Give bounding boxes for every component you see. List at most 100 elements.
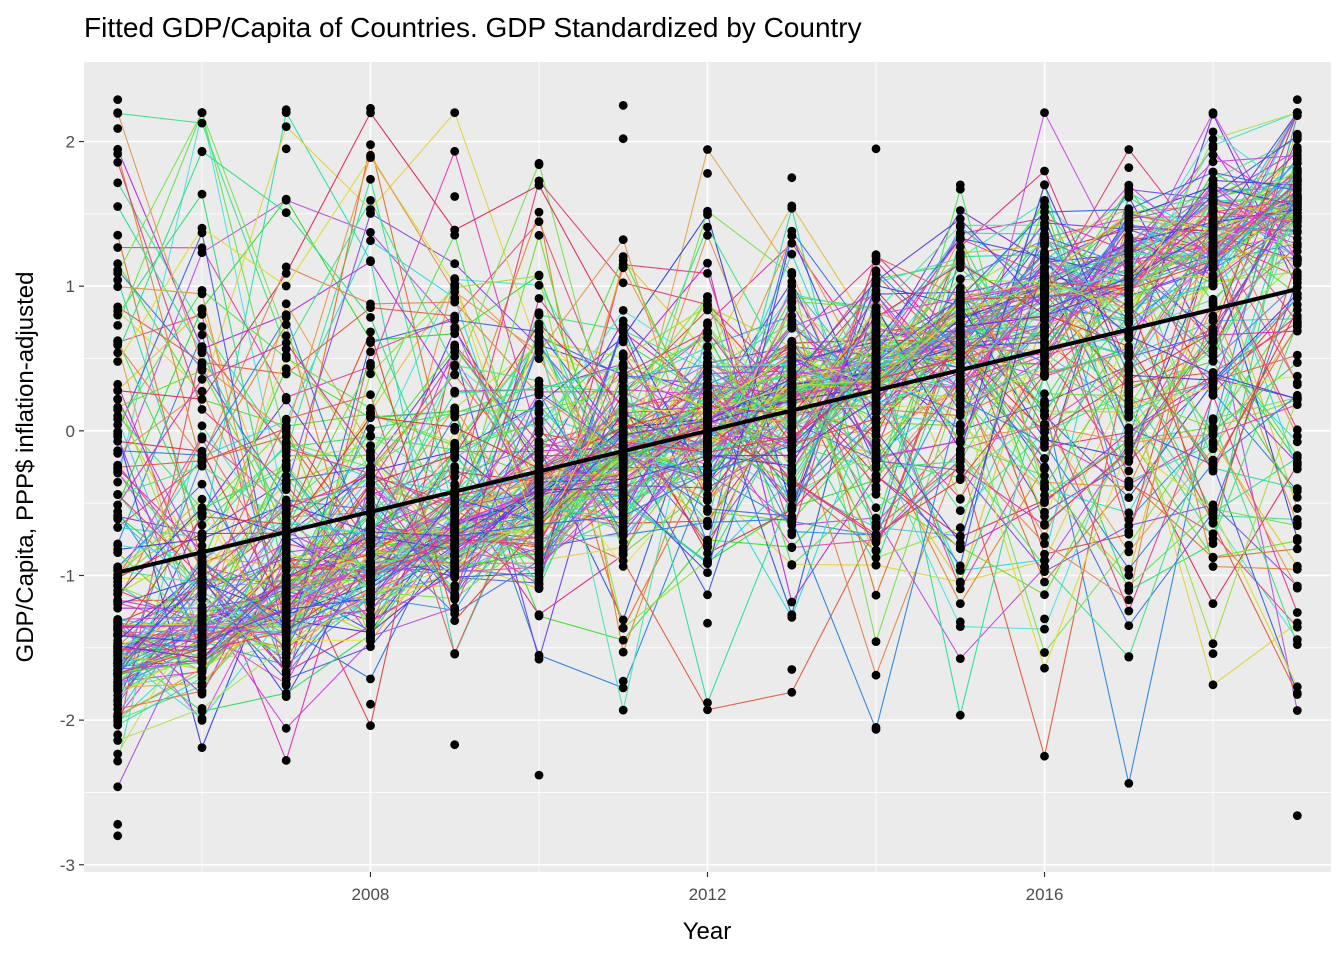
data-point: [1124, 515, 1134, 524]
data-point: [450, 616, 460, 625]
data-point: [618, 362, 628, 371]
data-point: [450, 343, 460, 353]
data-point: [618, 537, 628, 547]
data-point: [871, 324, 881, 334]
data-point: [871, 399, 881, 409]
data-point: [1040, 520, 1049, 530]
data-point: [113, 641, 123, 651]
data-point: [534, 387, 544, 397]
data-point: [1292, 326, 1302, 336]
data-point: [366, 390, 375, 400]
data-point: [955, 462, 965, 471]
data-point: [955, 259, 965, 269]
data-point: [1124, 255, 1134, 265]
data-point: [1040, 471, 1049, 481]
data-point: [1124, 218, 1134, 227]
data-point: [787, 393, 797, 403]
data-point: [1040, 532, 1049, 541]
data-point: [787, 441, 797, 450]
data-point: [113, 600, 123, 609]
data-point: [1208, 150, 1218, 160]
data-point: [197, 571, 207, 581]
data-point: [1040, 577, 1049, 587]
data-point: [197, 534, 207, 544]
data-point: [197, 432, 207, 442]
data-point: [1124, 595, 1134, 605]
data-point: [534, 294, 544, 303]
data-point: [871, 276, 881, 286]
data-point: [1124, 366, 1134, 376]
data-point: [366, 674, 375, 684]
data-point: [1208, 134, 1218, 144]
data-point: [1208, 197, 1218, 207]
data-point: [366, 617, 375, 627]
data-point: [1208, 256, 1218, 266]
data-point: [787, 560, 797, 570]
data-point: [703, 145, 712, 154]
data-point: [618, 623, 628, 633]
data-point: [618, 278, 628, 288]
data-point: [871, 317, 881, 326]
data-point: [450, 510, 460, 519]
data-point: [1040, 332, 1049, 342]
data-point: [1040, 166, 1049, 176]
data-point: [113, 379, 123, 389]
data-point: [113, 310, 123, 320]
data-point: [113, 691, 123, 700]
data-point: [955, 353, 965, 363]
data-point: [703, 230, 712, 240]
data-point: [871, 250, 881, 260]
data-point: [1208, 350, 1218, 360]
data-point: [281, 573, 291, 583]
data-point: [197, 504, 207, 514]
data-point: [113, 108, 123, 117]
data-point: [1292, 425, 1302, 435]
data-point: [787, 201, 797, 211]
y-tick-label: -1: [60, 566, 75, 585]
data-point: [450, 146, 460, 156]
y-tick-label: 1: [66, 277, 75, 296]
y-tick-label: -2: [60, 711, 75, 730]
data-point: [1292, 493, 1302, 502]
data-point: [787, 238, 797, 248]
data-point: [1040, 389, 1049, 399]
data-point: [1208, 263, 1218, 273]
data-point: [787, 367, 797, 377]
x-tick-label: 2012: [689, 885, 727, 904]
data-point: [955, 406, 965, 416]
data-point: [197, 520, 207, 530]
data-point: [281, 313, 291, 322]
data-point: [787, 351, 797, 361]
data-point: [1292, 536, 1302, 546]
data-point: [871, 471, 881, 481]
data-point: [955, 293, 965, 303]
data-point: [787, 337, 797, 347]
data-point: [113, 647, 123, 657]
data-point: [366, 467, 375, 476]
data-point: [1040, 481, 1049, 491]
data-point: [366, 358, 375, 368]
data-point: [955, 242, 965, 252]
data-point: [450, 603, 460, 613]
data-point: [113, 230, 123, 240]
data-point: [281, 451, 291, 461]
data-point: [1208, 534, 1218, 544]
data-point: [1040, 539, 1049, 549]
data-point: [787, 468, 797, 478]
data-point: [197, 479, 207, 489]
data-point: [1124, 180, 1134, 190]
data-point: [113, 514, 123, 524]
data-point: [1292, 640, 1302, 649]
data-point: [1292, 168, 1302, 177]
data-point: [871, 522, 881, 532]
data-point: [1208, 562, 1218, 571]
data-point: [450, 259, 460, 268]
data-point: [871, 310, 881, 319]
data-point: [618, 385, 628, 395]
data-point: [281, 320, 291, 329]
data-point: [955, 475, 965, 485]
data-point: [955, 347, 965, 357]
data-point: [1208, 416, 1218, 426]
data-point: [197, 108, 207, 117]
data-point: [366, 642, 375, 652]
